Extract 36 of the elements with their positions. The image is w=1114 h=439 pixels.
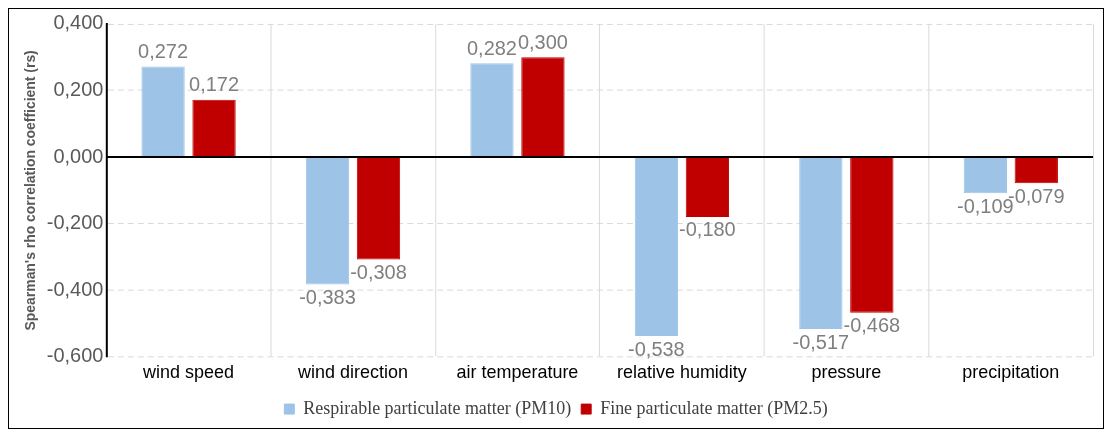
data-label: 0,272: [138, 40, 189, 63]
x-tick-label: relative humidity: [617, 362, 747, 383]
data-label: 0,282: [467, 36, 517, 59]
bar: [685, 157, 730, 217]
bar: [192, 99, 236, 157]
x-tick-label: air temperature: [456, 362, 579, 383]
bar: [634, 157, 679, 337]
y-tick-label: -0,400: [46, 277, 104, 300]
bar: [799, 157, 843, 330]
y-axis-title: Spearman's rho correlation coefficient (rs): [22, 50, 39, 331]
bar: [356, 157, 401, 260]
bar: [850, 157, 894, 313]
x-tick-label: wind direction: [297, 362, 408, 383]
data-label: 0,300: [517, 30, 568, 53]
data-label: -0,538: [628, 337, 685, 360]
y-tick-label: -0,200: [46, 211, 104, 234]
legend-label: Fine particulate matter (PM2.5): [600, 397, 828, 419]
data-label: -0,383: [299, 285, 356, 308]
y-tick-label: -0,600: [46, 344, 104, 367]
x-tick-label: precipitation: [962, 362, 1060, 383]
legend-label: Respirable particulate matter (PM10): [303, 397, 572, 419]
bar: [470, 63, 514, 157]
y-tick-label: 0,400: [53, 11, 104, 34]
bar: [963, 157, 1007, 194]
bar: [305, 157, 350, 285]
y-tick-label: 0,200: [53, 78, 104, 100]
y-tick-label: 0,000: [53, 144, 104, 167]
data-label: -0,517: [792, 330, 850, 353]
data-label: 0,172: [189, 73, 240, 96]
data-label: -0,180: [679, 218, 736, 241]
data-label: -0,308: [350, 261, 407, 283]
bar: [521, 57, 565, 157]
bar: [141, 66, 185, 157]
bar: [1014, 157, 1058, 184]
x-tick-label: wind speed: [142, 362, 234, 383]
x-tick-label: pressure: [811, 362, 882, 383]
